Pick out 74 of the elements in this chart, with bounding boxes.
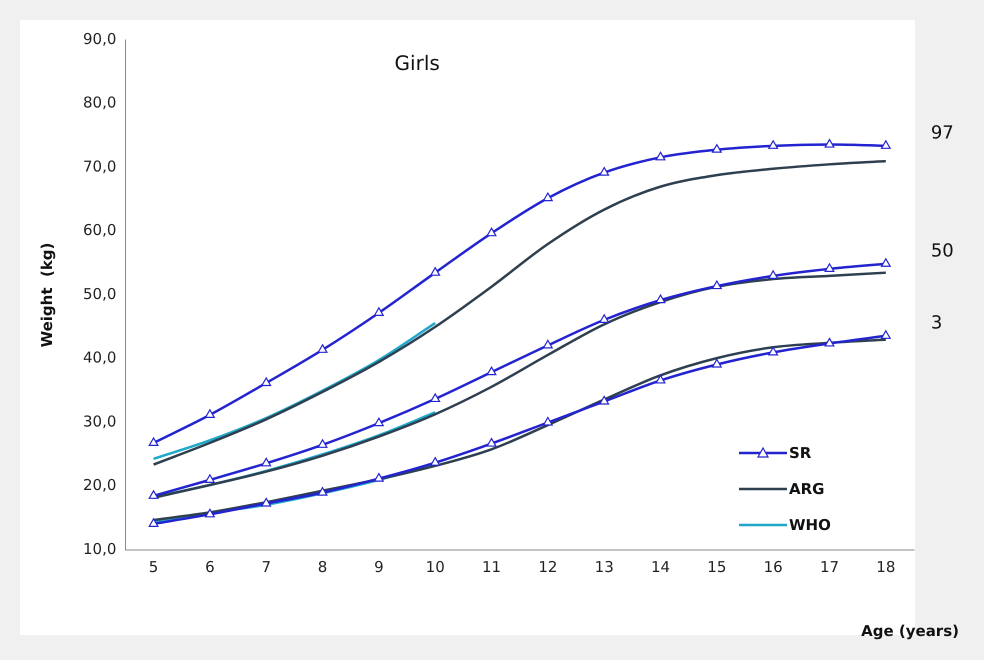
x-tick-label: 18 [876, 558, 896, 576]
point [148, 437, 158, 446]
point [599, 314, 610, 323]
x-tick-label: 9 [374, 558, 384, 576]
point [374, 473, 384, 482]
point [542, 192, 553, 202]
point [486, 228, 496, 236]
x-tick-label: 6 [205, 558, 215, 576]
point [542, 416, 553, 426]
point [261, 458, 272, 466]
point [768, 346, 778, 356]
point [768, 270, 778, 279]
point [261, 377, 272, 386]
point [148, 518, 158, 527]
point [148, 490, 158, 499]
point [824, 338, 834, 347]
y-tick-label: 80,0 [82, 94, 116, 112]
text: Girls [394, 51, 440, 76]
point [656, 374, 666, 384]
y-tick-label: 50,0 [82, 284, 116, 303]
point [880, 140, 891, 149]
y-tick-label: 70,0 [82, 157, 116, 176]
y-tick-label: 20,0 [82, 476, 116, 494]
point [486, 366, 496, 376]
y-tick-label: 10,0 [82, 540, 116, 558]
y-tick-label: 60,0 [82, 221, 116, 240]
point [374, 307, 384, 316]
x-tick-label: 10 [426, 558, 445, 576]
point [430, 393, 440, 402]
point [204, 409, 215, 418]
y-tick-label: 90,0 [82, 30, 116, 48]
point [486, 438, 496, 447]
point [712, 358, 722, 368]
x-tick-label: 7 [261, 558, 271, 576]
x-tick-label: 15 [707, 558, 726, 576]
point [430, 457, 440, 466]
point [204, 508, 215, 518]
point [824, 138, 834, 148]
point [318, 487, 328, 496]
legend-label: WHO [789, 516, 831, 534]
y-tick-label: 40,0 [82, 348, 116, 367]
x-tick-label: 17 [820, 558, 840, 576]
point [261, 498, 272, 507]
point [430, 267, 440, 276]
x-tick-label: 16 [764, 558, 783, 576]
x-axis-title: Age (years) [861, 622, 959, 640]
point [712, 280, 722, 290]
x-tick-label: 11 [482, 558, 502, 576]
point [880, 258, 891, 267]
point [880, 330, 891, 339]
x-tick-label: 8 [318, 558, 328, 576]
point [204, 474, 215, 483]
point [656, 294, 666, 304]
annotation: 3 [930, 312, 942, 334]
point [542, 340, 553, 348]
point [318, 439, 328, 448]
y-tick-label: 30,0 [82, 412, 116, 430]
annotation: 97 [930, 122, 954, 144]
annotation: 50 [930, 240, 954, 262]
point [712, 144, 722, 153]
x-tick-label: 13 [594, 558, 614, 576]
point [824, 263, 834, 272]
y-axis-title: Weight (kg) [38, 242, 56, 348]
legend-label: ARG [789, 480, 824, 498]
point [599, 167, 610, 176]
legend-label: SR [789, 444, 812, 462]
point [599, 396, 610, 405]
point [768, 140, 778, 149]
x-tick-label: 12 [538, 558, 558, 576]
point [656, 152, 666, 160]
x-tick-label: 5 [148, 558, 158, 576]
x-tick-label: 14 [650, 558, 670, 576]
point [374, 418, 384, 426]
point [318, 344, 328, 353]
